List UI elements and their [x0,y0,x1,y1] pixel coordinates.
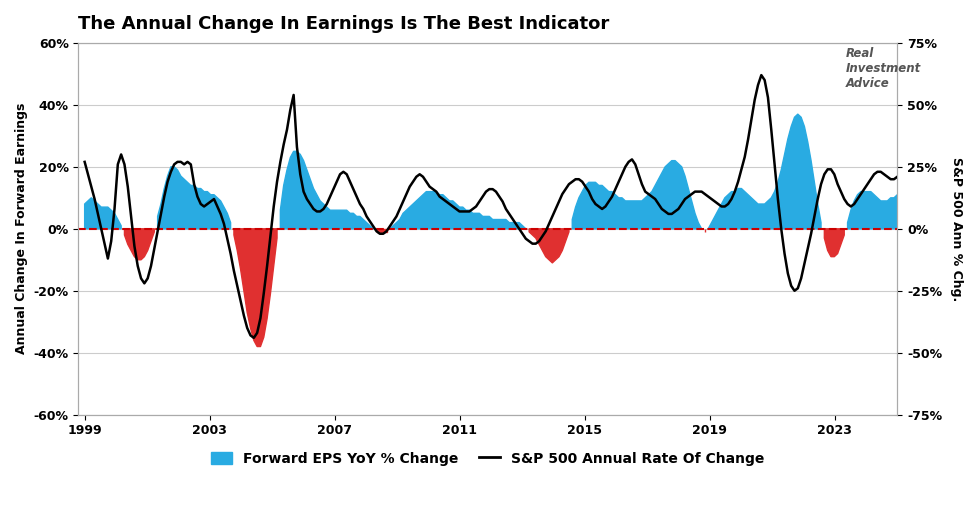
Text: Real
Investment
Advice: Real Investment Advice [845,47,920,90]
Y-axis label: S&P 500 Ann % Chg.: S&P 500 Ann % Chg. [949,156,962,301]
Legend: Forward EPS YoY % Change, S&P 500 Annual Rate Of Change: Forward EPS YoY % Change, S&P 500 Annual… [204,445,771,473]
Y-axis label: Annual Change In Forward Earnings: Annual Change In Forward Earnings [15,103,28,354]
Text: The Annual Change In Earnings Is The Best Indicator: The Annual Change In Earnings Is The Bes… [78,15,609,33]
